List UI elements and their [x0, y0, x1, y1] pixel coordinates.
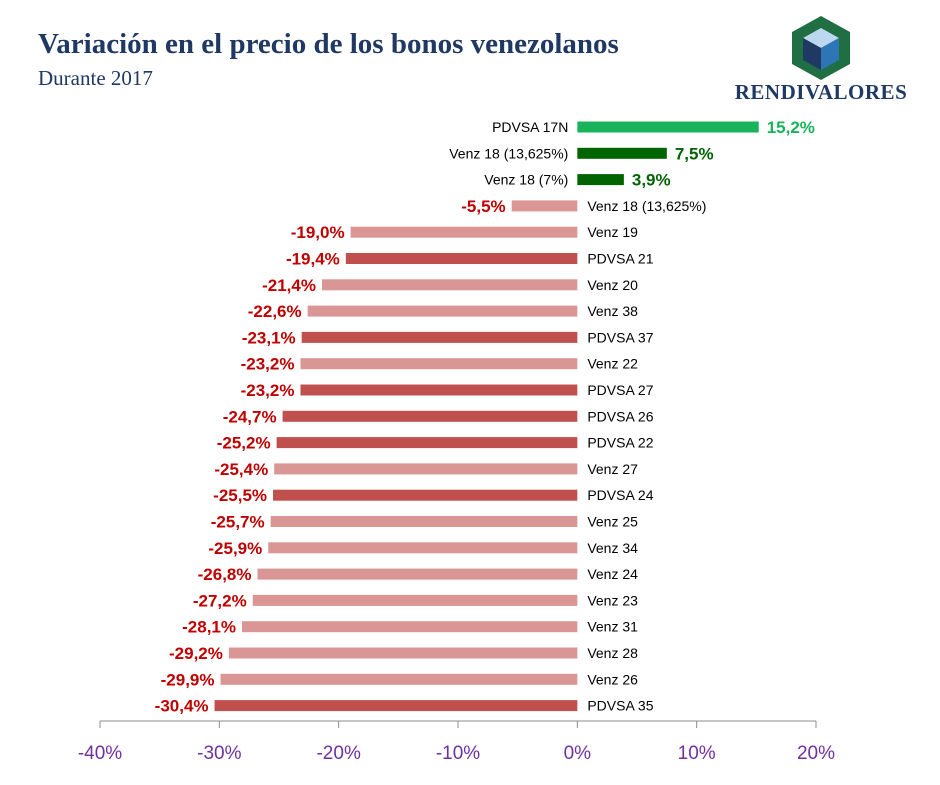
bar — [252, 594, 578, 606]
category-label: PDVSA 35 — [587, 698, 653, 714]
bar — [511, 200, 578, 212]
data-label: -29,9% — [161, 670, 215, 689]
bar — [257, 568, 578, 580]
data-label: 7,5% — [675, 144, 714, 163]
x-tick-label: -30% — [197, 743, 241, 764]
category-label: Venz 28 — [587, 645, 638, 661]
category-label: PDVSA 21 — [587, 251, 653, 267]
category-label: Venz 25 — [587, 514, 638, 530]
data-label: -25,5% — [213, 486, 267, 505]
x-tick-label: -40% — [78, 743, 122, 764]
category-label: Venz 38 — [587, 303, 638, 319]
category-label: Venz 18 (13,625%) — [587, 198, 706, 214]
data-label: -25,7% — [211, 513, 265, 532]
category-label: Venz 34 — [587, 540, 638, 556]
bar — [276, 437, 578, 449]
data-label: -23,1% — [242, 328, 296, 347]
category-label: Venz 19 — [587, 224, 638, 240]
chart-title: Variación en el precio de los bonos vene… — [38, 28, 619, 60]
x-tick-label: -10% — [436, 743, 480, 764]
chart-subtitle: Durante 2017 — [38, 66, 153, 90]
bar — [300, 358, 578, 370]
data-label: -19,0% — [291, 223, 345, 242]
category-label: Venz 22 — [587, 356, 638, 372]
bar — [220, 673, 578, 685]
data-label: -21,4% — [262, 276, 316, 295]
category-label: PDVSA 22 — [587, 435, 653, 451]
category-label: PDVSA 27 — [587, 382, 653, 398]
cube-icon — [792, 16, 850, 80]
bar — [577, 147, 667, 159]
data-label: -5,5% — [461, 197, 505, 216]
bar — [214, 700, 578, 712]
bar — [301, 331, 578, 343]
data-label: -24,7% — [223, 407, 277, 426]
category-label: PDVSA 37 — [587, 329, 653, 345]
category-label: Venz 18 (13,625%) — [449, 145, 568, 161]
bar — [274, 463, 578, 475]
x-tick-label: -20% — [316, 743, 360, 764]
category-label: PDVSA 26 — [587, 408, 653, 424]
data-label: -28,1% — [182, 618, 236, 637]
category-label: PDVSA 24 — [587, 487, 653, 503]
bar — [577, 174, 624, 186]
category-label: Venz 20 — [587, 277, 638, 293]
data-label: 15,2% — [767, 118, 815, 137]
bar — [307, 305, 578, 317]
data-label: -27,2% — [193, 591, 247, 610]
data-label: -30,4% — [155, 697, 209, 716]
category-label: Venz 18 (7%) — [484, 172, 568, 188]
data-label: -23,2% — [241, 381, 295, 400]
category-label: Venz 23 — [587, 592, 638, 608]
data-label: -19,4% — [286, 250, 340, 269]
data-label: -25,4% — [214, 460, 268, 479]
category-label: PDVSA 17N — [492, 119, 568, 135]
data-label: -22,6% — [248, 302, 302, 321]
x-tick-label: 0% — [564, 743, 592, 764]
category-label: Venz 27 — [587, 461, 638, 477]
category-label: Venz 24 — [587, 566, 638, 582]
bar — [321, 279, 578, 291]
logo-text: RENDIVALORES — [734, 80, 908, 104]
category-label: Venz 31 — [587, 619, 638, 635]
bar — [268, 542, 578, 554]
x-tick-label: 20% — [797, 743, 835, 764]
bar — [577, 121, 759, 133]
data-label: -29,2% — [169, 644, 223, 663]
data-label: 3,9% — [632, 171, 671, 190]
data-label: -23,2% — [241, 355, 295, 374]
data-label: -26,8% — [198, 565, 252, 584]
bar — [242, 621, 578, 633]
bar — [228, 647, 578, 659]
x-tick-label: 10% — [678, 743, 716, 764]
data-label: -25,9% — [208, 539, 262, 558]
rendivalores-logo: RENDIVALORES — [726, 14, 916, 106]
bar — [282, 410, 578, 422]
bar — [300, 384, 578, 396]
bar — [270, 516, 578, 527]
bar — [345, 253, 578, 264]
data-label: -25,2% — [217, 434, 271, 453]
bar — [350, 226, 578, 238]
category-label: Venz 26 — [587, 671, 638, 687]
bar — [273, 489, 578, 501]
